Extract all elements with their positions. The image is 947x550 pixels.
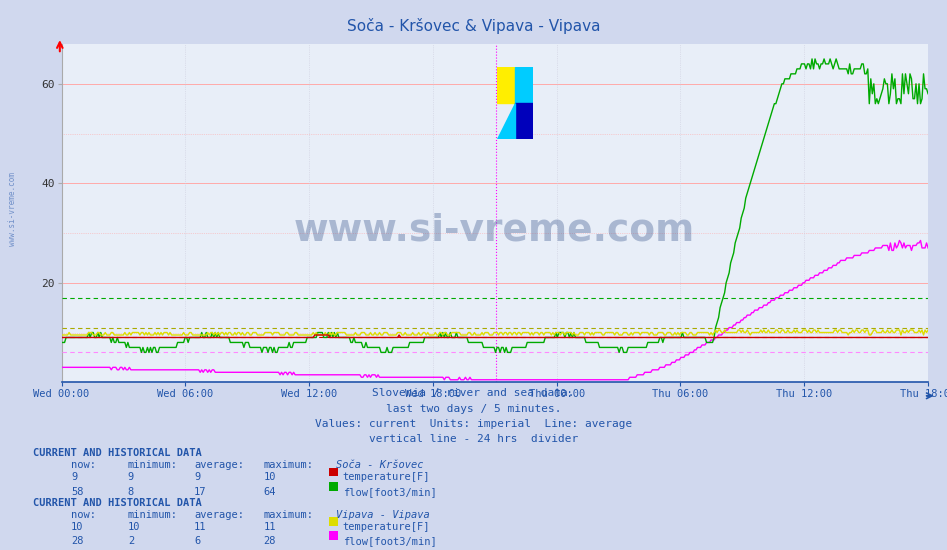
Text: 9: 9 (194, 472, 201, 482)
Text: 10: 10 (71, 522, 83, 532)
Text: minimum:: minimum: (128, 460, 178, 470)
Text: average:: average: (194, 460, 244, 470)
Text: maximum:: maximum: (263, 510, 313, 520)
Text: 9: 9 (128, 472, 134, 482)
Text: 64: 64 (263, 487, 276, 497)
Text: 2: 2 (128, 536, 134, 546)
Text: CURRENT AND HISTORICAL DATA: CURRENT AND HISTORICAL DATA (33, 498, 202, 508)
Text: flow[foot3/min]: flow[foot3/min] (343, 536, 437, 546)
Bar (496, 67, 514, 103)
Polygon shape (514, 103, 532, 139)
Text: CURRENT AND HISTORICAL DATA: CURRENT AND HISTORICAL DATA (33, 448, 202, 458)
Text: minimum:: minimum: (128, 510, 178, 520)
Text: 9: 9 (71, 472, 78, 482)
Text: temperature[F]: temperature[F] (343, 522, 430, 532)
Text: Slovenia / river and sea data.: Slovenia / river and sea data. (372, 388, 575, 398)
Text: now:: now: (71, 460, 96, 470)
Text: 10: 10 (128, 522, 140, 532)
Text: temperature[F]: temperature[F] (343, 472, 430, 482)
Polygon shape (496, 103, 514, 139)
Text: www.si-vreme.com: www.si-vreme.com (295, 212, 695, 248)
Text: Soča - Kršovec & Vipava - Vipava: Soča - Kršovec & Vipava - Vipava (347, 18, 600, 34)
Text: maximum:: maximum: (263, 460, 313, 470)
Text: 28: 28 (263, 536, 276, 546)
Text: 11: 11 (194, 522, 206, 532)
Text: Soča - Kršovec: Soča - Kršovec (336, 460, 423, 470)
Text: 11: 11 (263, 522, 276, 532)
Text: flow[foot3/min]: flow[foot3/min] (343, 487, 437, 497)
Text: 8: 8 (128, 487, 134, 497)
Text: 6: 6 (194, 536, 201, 546)
Text: Vipava - Vipava: Vipava - Vipava (336, 510, 430, 520)
Text: Values: current  Units: imperial  Line: average: Values: current Units: imperial Line: av… (314, 419, 633, 429)
Text: www.si-vreme.com: www.si-vreme.com (8, 172, 17, 246)
Text: average:: average: (194, 510, 244, 520)
Text: now:: now: (71, 510, 96, 520)
Bar (514, 67, 532, 103)
Text: 17: 17 (194, 487, 206, 497)
Text: 58: 58 (71, 487, 83, 497)
Text: 10: 10 (263, 472, 276, 482)
Text: last two days / 5 minutes.: last two days / 5 minutes. (385, 404, 562, 414)
Text: 28: 28 (71, 536, 83, 546)
Text: vertical line - 24 hrs  divider: vertical line - 24 hrs divider (369, 434, 578, 444)
